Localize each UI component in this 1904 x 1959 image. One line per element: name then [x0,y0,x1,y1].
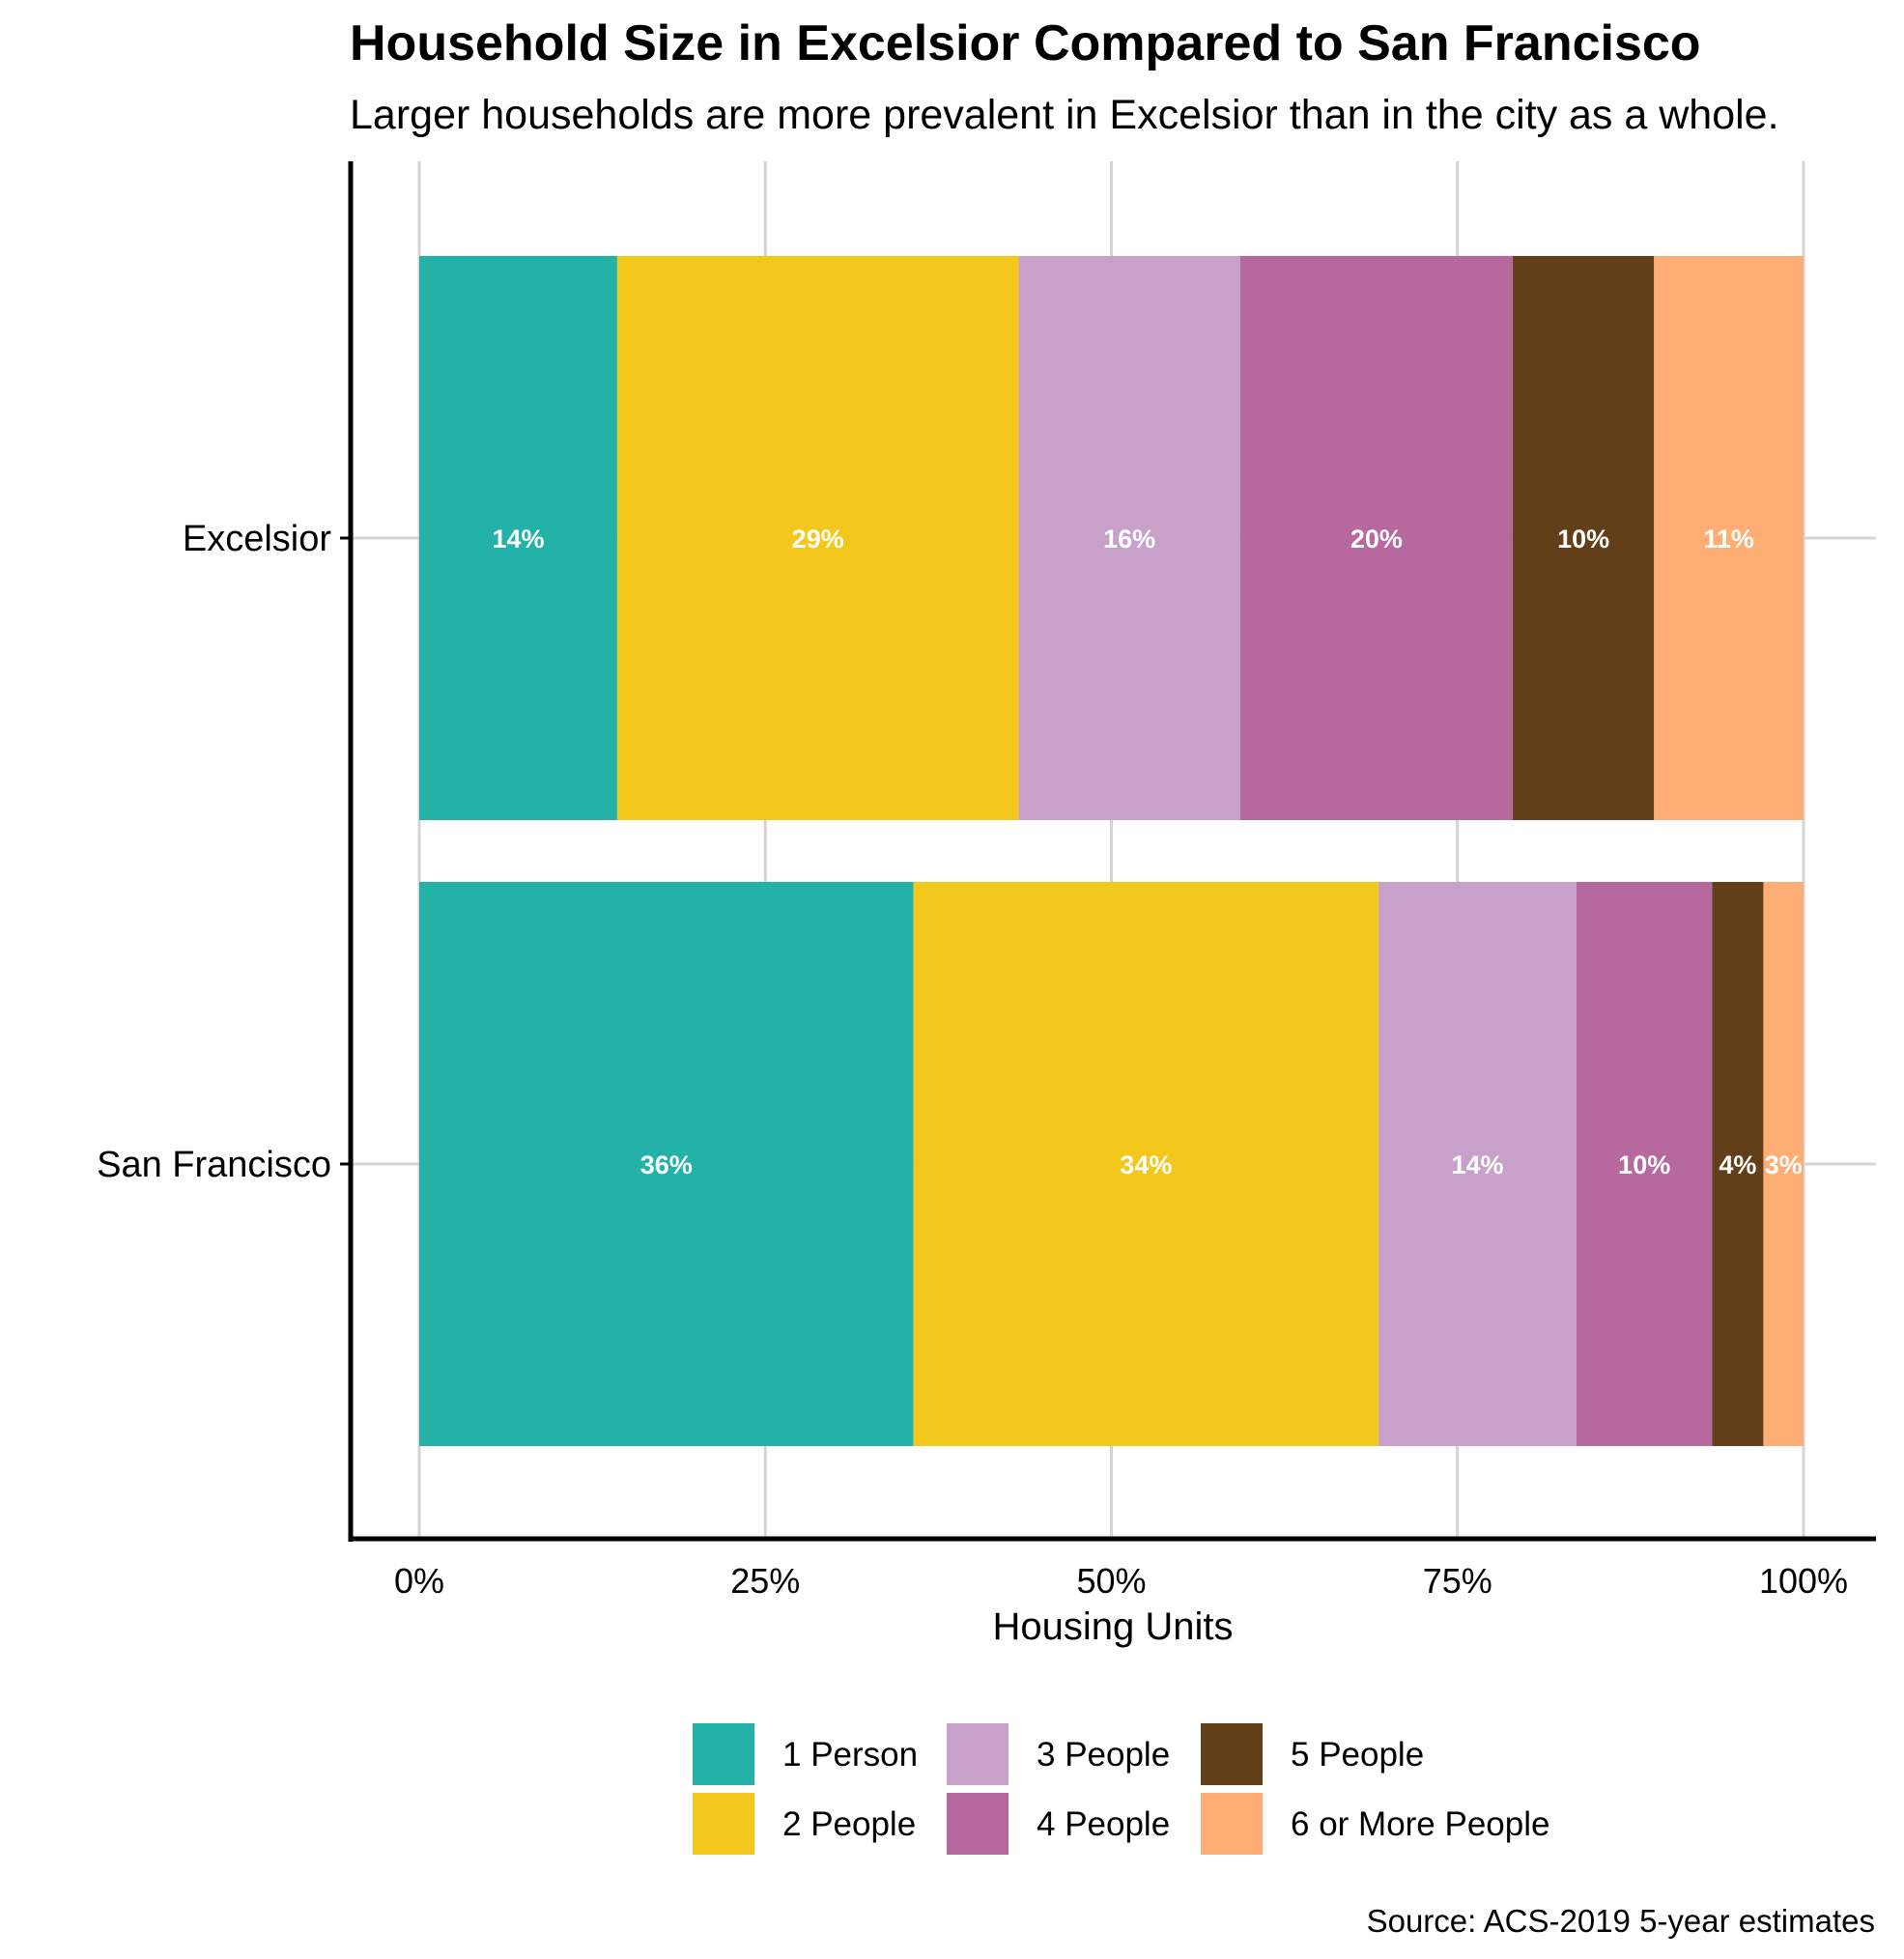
bar-excelsior-5-people [1513,256,1655,820]
x-tick-label-1: 25% [730,1561,800,1601]
bar-excelsior-1-person [419,256,617,820]
x-axis-title: Housing Units [992,1605,1233,1648]
bar-san-francisco-4-people [1576,882,1713,1446]
bar-excelsior-3-people [1018,256,1240,820]
bar-label-excelsior-6-or-more-people: 11% [1703,525,1754,554]
bars [419,256,1804,1446]
bar-label-excelsior-1-person: 14% [492,525,544,554]
legend-swatch-1-person [693,1723,754,1785]
bar-label-excelsior-5-people: 10% [1557,525,1609,554]
segment-labels: 14% 29% 16% 20% 10% 11% 36% 34% 14% 10% 4% 3% [492,525,1802,1179]
bar-excelsior-6-or-more-people [1654,256,1804,820]
legend-swatch-4-people [947,1793,1009,1855]
bar-label-san-francisco-2-people: 34% [1120,1150,1172,1179]
legend-label-3-people: 3 People [1037,1736,1170,1774]
legend-label-1-person: 1 Person [782,1736,918,1774]
bar-label-excelsior-4-people: 20% [1350,525,1403,554]
bar-san-francisco-3-people [1378,882,1577,1446]
bar-san-francisco-6-or-more-people [1763,882,1804,1446]
x-tick-label-4: 100% [1759,1561,1848,1601]
legend: 1 Person 2 People 3 People 4 People 5 People… [693,1723,1549,1855]
bar-label-san-francisco-1-person: 36% [640,1150,693,1179]
x-tick-label-3: 75% [1423,1561,1492,1601]
bar-san-francisco-1-person [419,882,914,1446]
y-tick-label-excelsior: Excelsior [183,519,331,559]
legend-label-6-or-more-people: 6 or More People [1291,1805,1549,1843]
bar-label-san-francisco-5-people: 4% [1719,1150,1756,1179]
chart-subtitle: Larger households are more prevalent in … [350,92,1779,138]
bar-excelsior-4-people [1239,256,1514,820]
x-tick-label-2: 50% [1076,1561,1146,1601]
bar-label-san-francisco-4-people: 10% [1618,1150,1670,1179]
legend-label-2-people: 2 People [782,1805,916,1843]
legend-swatch-5-people [1201,1723,1263,1785]
bar-label-san-francisco-3-people: 14% [1452,1150,1504,1179]
y-tick-label-san-francisco: San Francisco [97,1145,331,1185]
legend-label-5-people: 5 People [1291,1736,1424,1774]
x-axis-ticks: 0% 25% 50% 75% 100% [394,1561,1848,1601]
x-tick-label-0: 0% [394,1561,444,1601]
bar-label-excelsior-2-people: 29% [792,525,844,554]
legend-label-4-people: 4 People [1037,1805,1170,1843]
bar-san-francisco-2-people [913,882,1379,1446]
bar-excelsior-2-people [616,256,1019,820]
bar-san-francisco-5-people [1712,882,1764,1446]
y-axis-ticks: Excelsior San Francisco [97,519,351,1185]
legend-swatch-3-people [947,1723,1009,1785]
legend-swatch-2-people [693,1793,754,1855]
legend-swatch-6-or-more-people [1201,1793,1263,1855]
chart-title: Household Size in Excelsior Compared to … [350,15,1701,71]
bar-label-excelsior-3-people: 16% [1103,525,1155,554]
source-caption: Source: ACS-2019 5-year estimates [1367,1903,1875,1939]
bar-label-san-francisco-6-or-more-people: 3% [1765,1150,1803,1179]
